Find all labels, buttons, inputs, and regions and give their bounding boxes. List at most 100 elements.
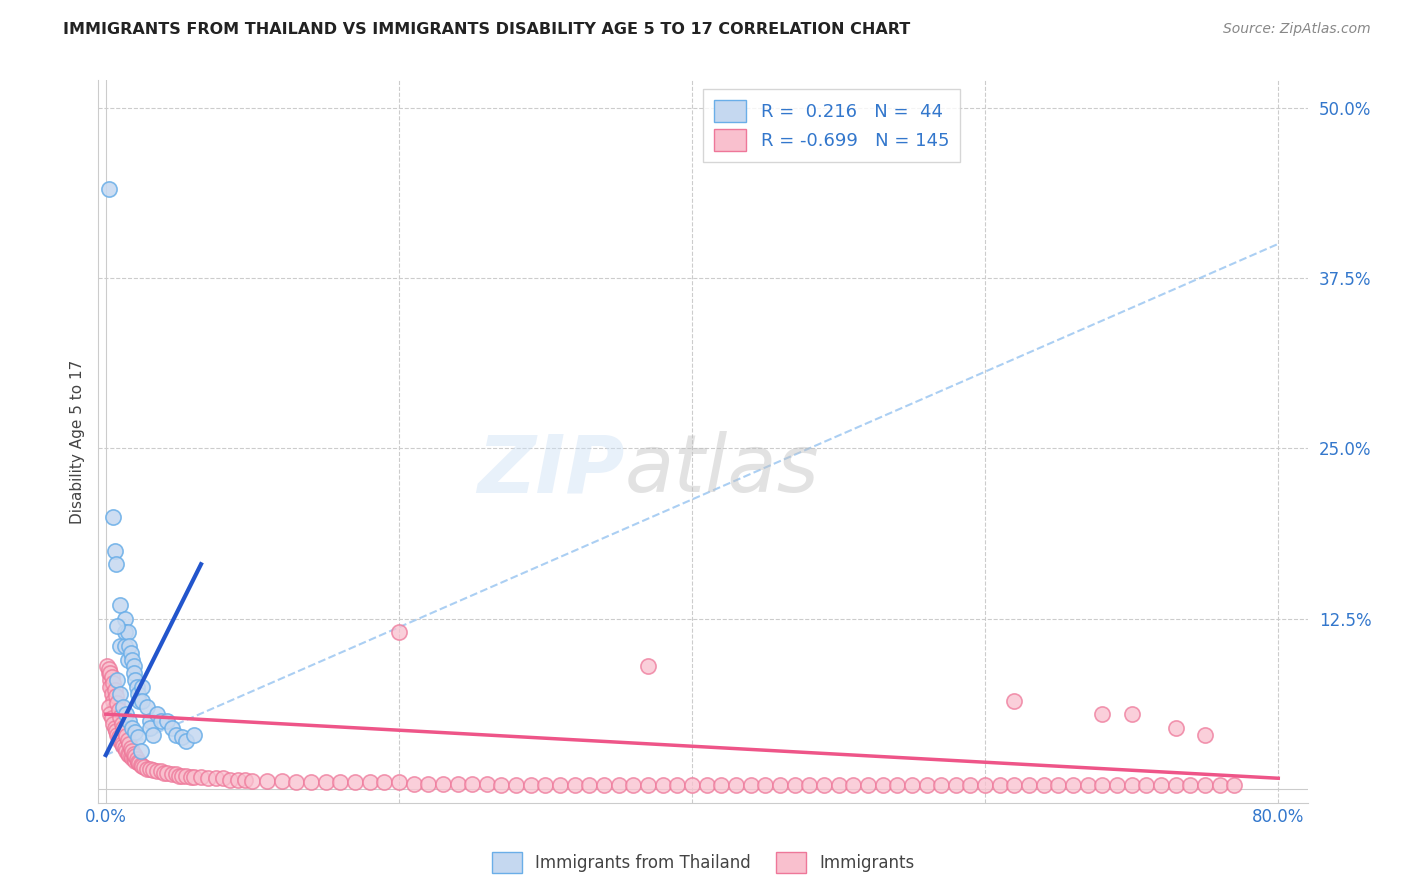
Point (446, 777, 468, 791)
Point (607, 778, 630, 792)
Point (176, 768, 198, 782)
Point (183, 770, 205, 784)
Point (170, 731, 193, 745)
Point (180, 770, 202, 784)
Point (315, 775, 337, 789)
Point (105, 723, 128, 738)
Point (121, 744, 143, 758)
Point (402, 777, 425, 791)
Point (176, 734, 198, 748)
Point (1047, 778, 1070, 792)
Point (1121, 707, 1143, 722)
Point (1091, 778, 1114, 792)
Point (110, 639, 132, 653)
Point (505, 778, 527, 792)
Point (112, 739, 135, 753)
Point (343, 775, 366, 789)
Point (107, 696, 129, 710)
Point (107, 673, 129, 687)
Point (114, 625, 136, 640)
Point (183, 728, 205, 742)
Point (118, 737, 141, 751)
Point (256, 774, 278, 789)
Point (190, 770, 212, 784)
Point (769, 778, 792, 792)
Point (124, 754, 146, 768)
Point (107, 618, 129, 632)
Point (146, 764, 169, 779)
Point (329, 775, 352, 789)
Point (121, 653, 143, 667)
Point (129, 744, 152, 758)
Point (138, 714, 160, 728)
Point (108, 703, 131, 717)
Point (120, 646, 142, 660)
Point (120, 749, 142, 764)
Point (131, 693, 153, 707)
Point (1121, 778, 1143, 792)
Point (388, 775, 411, 789)
Point (142, 763, 165, 777)
Point (114, 612, 136, 626)
Point (114, 741, 136, 756)
Point (637, 659, 659, 673)
Point (901, 778, 924, 792)
Point (170, 768, 193, 782)
Point (127, 755, 149, 769)
Point (974, 778, 997, 792)
Point (872, 778, 894, 792)
Point (122, 666, 145, 681)
Point (135, 700, 157, 714)
Point (1077, 778, 1099, 792)
Point (842, 778, 865, 792)
Point (122, 747, 145, 761)
Text: atlas: atlas (624, 432, 820, 509)
Point (101, 716, 124, 731)
Point (724, 778, 747, 792)
Point (1018, 778, 1040, 792)
Point (165, 728, 187, 742)
Point (135, 762, 157, 776)
Point (96, 659, 118, 673)
Point (125, 752, 148, 766)
Point (959, 778, 981, 792)
Point (122, 659, 145, 673)
Point (461, 777, 484, 791)
Point (593, 778, 616, 792)
Point (98, 707, 121, 722)
Point (110, 734, 132, 748)
Point (100, 687, 122, 701)
Point (1135, 778, 1157, 792)
Point (945, 778, 967, 792)
Point (111, 737, 134, 751)
Point (491, 778, 513, 792)
Point (666, 778, 689, 792)
Point (270, 774, 292, 789)
Point (418, 777, 440, 791)
Point (132, 760, 155, 774)
Point (1164, 778, 1187, 792)
Point (621, 778, 644, 792)
Point (204, 771, 226, 785)
Point (359, 775, 381, 789)
Point (740, 778, 762, 792)
Point (988, 778, 1011, 792)
Point (103, 682, 125, 697)
Point (285, 775, 308, 789)
Point (97, 662, 120, 676)
Point (128, 756, 150, 771)
Legend: Immigrants from Thailand, Immigrants: Immigrants from Thailand, Immigrants (485, 846, 921, 880)
Point (212, 771, 235, 785)
Point (118, 639, 141, 653)
Point (117, 653, 139, 667)
Point (101, 693, 124, 707)
Point (1062, 778, 1084, 792)
Point (98, 680, 121, 694)
Point (124, 725, 146, 739)
Point (783, 778, 806, 792)
Point (799, 778, 821, 792)
Point (710, 778, 733, 792)
Point (110, 710, 132, 724)
Text: Source: ZipAtlas.com: Source: ZipAtlas.com (1223, 22, 1371, 37)
Point (98, 673, 121, 687)
